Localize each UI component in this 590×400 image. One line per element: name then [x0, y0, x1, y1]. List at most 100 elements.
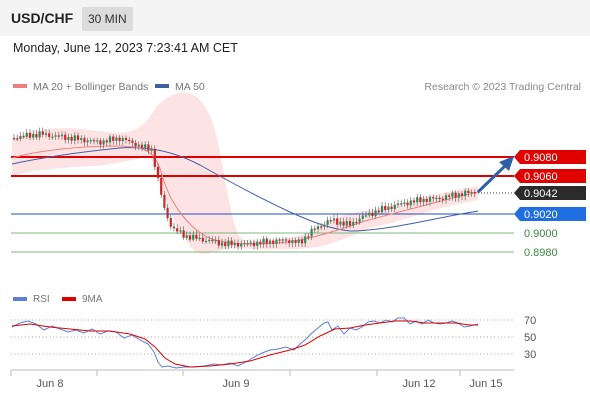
candle-body — [390, 206, 393, 209]
candle-body — [147, 144, 150, 151]
forecast-arrow-head — [499, 156, 514, 171]
ma50-line — [11, 147, 479, 232]
candle-body — [70, 136, 73, 141]
candle-body — [169, 217, 172, 227]
candle-body — [76, 135, 80, 140]
candle-body — [393, 204, 396, 209]
candle-body — [454, 192, 457, 198]
candle-body — [348, 221, 352, 226]
x-label-jun9: Jun 9 — [223, 378, 250, 390]
candle-body — [188, 235, 192, 240]
candle-body — [428, 197, 432, 202]
candle-body — [80, 138, 83, 140]
candle-body — [464, 190, 467, 197]
candle-body — [176, 228, 179, 232]
price-label-s3: 0.8980 — [524, 247, 558, 259]
candle-body — [41, 131, 44, 135]
candle-body — [361, 215, 364, 219]
candle-body — [22, 136, 25, 138]
candle-body — [396, 203, 400, 205]
candle-body — [89, 140, 92, 142]
candle-body — [102, 140, 105, 145]
rsi-axis-70: 70 — [524, 315, 536, 327]
candle-body — [406, 202, 409, 206]
candle-body — [179, 230, 182, 232]
candle-body — [409, 200, 412, 206]
candle-body — [60, 134, 64, 137]
candle-body — [412, 200, 416, 203]
candle-body — [224, 242, 227, 247]
svg-text:0.9060: 0.9060 — [524, 171, 558, 183]
candle-body — [460, 193, 464, 197]
candle-body — [368, 212, 371, 216]
candle-body — [432, 197, 435, 199]
candle-body — [284, 239, 288, 241]
candle-body — [316, 226, 320, 230]
candle-body — [236, 242, 240, 247]
candle-body — [192, 234, 195, 240]
candle-body — [352, 221, 355, 226]
candle-body — [262, 238, 265, 244]
candle-body — [387, 206, 390, 210]
candle-body — [156, 166, 160, 178]
candle-body — [307, 236, 310, 238]
rsi-line — [11, 317, 479, 369]
candle-body — [252, 242, 256, 246]
candle-body — [108, 136, 112, 143]
candle-body — [96, 140, 99, 142]
candle-body — [249, 242, 252, 244]
candle-body — [211, 239, 214, 242]
candle-body — [128, 139, 131, 142]
candle-body — [268, 240, 272, 244]
candle-body — [204, 240, 208, 243]
candle-body — [278, 239, 281, 241]
rsi-legend-label: RSI — [33, 294, 50, 305]
x-label-jun15: Jun 15 — [469, 378, 502, 390]
candle-body — [364, 215, 368, 217]
rsi-ma-legend-label: 9MA — [82, 294, 103, 305]
candle-body — [300, 239, 304, 244]
svg-text:0.9042: 0.9042 — [524, 188, 558, 200]
candle-body — [297, 239, 300, 243]
candle-body — [214, 240, 217, 242]
rsi-axis-30: 30 — [524, 349, 536, 361]
candle-body — [73, 135, 76, 141]
candle-body — [19, 136, 22, 140]
candle-body — [374, 210, 377, 217]
candle-body — [246, 243, 249, 245]
candle-body — [377, 210, 380, 213]
forecast-arrow-shaft — [476, 163, 508, 194]
candle-body — [448, 195, 451, 197]
candle-body — [355, 221, 358, 224]
candle-body — [371, 212, 374, 217]
ma50-legend-swatch — [155, 84, 169, 88]
price-label-s2: 0.9000 — [524, 228, 558, 240]
interval-button[interactable]: 30 MIN — [82, 7, 133, 31]
candle-body — [153, 148, 156, 167]
candle-body — [294, 240, 297, 243]
candle-body — [112, 136, 115, 141]
candle-body — [134, 142, 137, 147]
candle-body — [28, 132, 32, 138]
price-tag-s1: 0.9020 — [514, 207, 586, 221]
candle-body — [380, 205, 384, 213]
candle-body — [339, 221, 342, 225]
candle-body — [137, 144, 140, 147]
candle-body — [86, 140, 89, 143]
candle-body — [336, 218, 339, 225]
rsi-axis-50: 50 — [524, 332, 536, 344]
candle-body — [288, 240, 291, 244]
candle-body — [172, 226, 176, 229]
candle-body — [124, 138, 128, 140]
ma20-legend-label: MA 20 + Bollinger Bands — [33, 81, 148, 93]
candle-body — [150, 148, 153, 151]
candle-body — [444, 195, 448, 200]
candle-body — [35, 134, 38, 138]
candle-body — [435, 197, 438, 200]
candle-body — [233, 242, 236, 246]
candle-body — [425, 198, 428, 202]
rsi-ma-line — [11, 320, 478, 368]
candle-body — [51, 136, 54, 138]
candle-body — [329, 220, 332, 222]
